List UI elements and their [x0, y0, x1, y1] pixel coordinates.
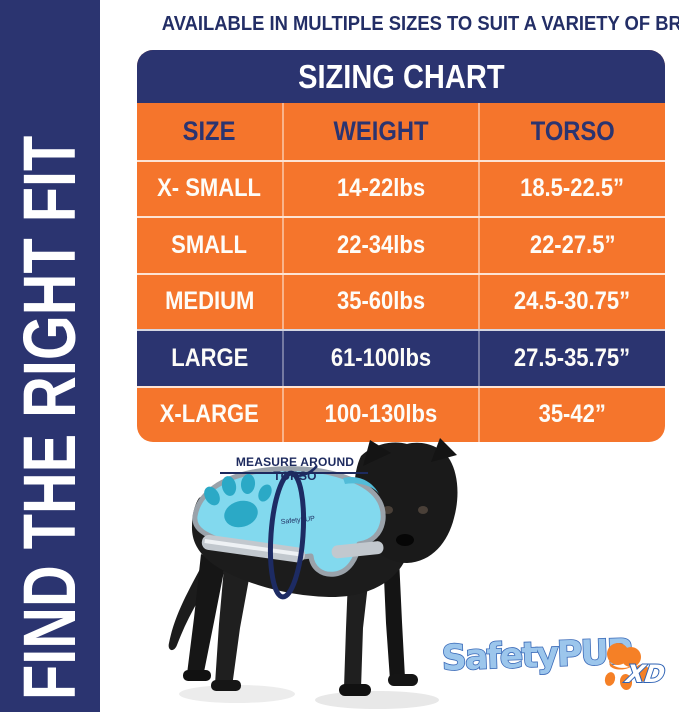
dog-ear	[431, 438, 457, 462]
cell-size: LARGE	[171, 343, 248, 372]
cell-torso: 24.5-30.75”	[478, 274, 665, 329]
cell-size: SMALL	[171, 230, 248, 259]
ground-shadow	[179, 685, 295, 703]
col-header-weight: WEIGHT	[282, 103, 478, 160]
vest-paw-print-icon	[204, 474, 272, 528]
table-row-medium: MEDIUM 35-60lbs 24.5-30.75”	[137, 272, 665, 329]
dog-ear	[363, 440, 391, 466]
logo-suffix-text: XD	[623, 660, 667, 688]
logo-paw-icon	[604, 643, 651, 690]
col-header-torso: TORSO	[478, 103, 665, 160]
table-row-large: LARGE 61-100lbs 27.5-35.75”	[137, 329, 665, 386]
table-row-small: SMALL 22-34lbs 22-27.5”	[137, 216, 665, 273]
side-banner: FIND THE RIGHT FIT	[0, 0, 100, 712]
vest-brand-text: SafetyPUP	[280, 515, 315, 526]
measure-label: MEASURE AROUND TORSO	[235, 455, 355, 483]
cell-torso: 18.5-22.5”	[478, 161, 665, 216]
brand-logo: SafetyPUP XD	[440, 628, 675, 694]
sizing-chart: SIZING CHART SIZE WEIGHT TORSO X- SMALL …	[137, 50, 665, 442]
ground-shadow	[315, 691, 439, 709]
cell-size: X- SMALL	[157, 174, 262, 203]
cell-weight: 22-34lbs	[282, 218, 478, 273]
cell-torso: 22-27.5”	[478, 218, 665, 273]
col-header-size: SIZE	[183, 115, 236, 146]
cell-size: MEDIUM	[164, 287, 255, 316]
cell-torso: 27.5-35.75”	[478, 331, 665, 386]
cell-weight: 35-60lbs	[282, 274, 478, 329]
measure-pointer-line	[289, 465, 318, 477]
headline: AVAILABLE IN MULTIPLE SIZES TO SUIT A VA…	[137, 13, 679, 36]
table-header-row: SIZE WEIGHT TORSO	[137, 103, 665, 160]
headline-text: AVAILABLE IN MULTIPLE SIZES TO SUIT A VA…	[161, 13, 679, 35]
cell-weight: 14-22lbs	[282, 161, 478, 216]
cell-weight: 61-100lbs	[282, 331, 478, 386]
side-banner-text: FIND THE RIGHT FIT	[8, 135, 91, 700]
table-row-xlarge: X-LARGE 100-130lbs 35-42”	[137, 385, 665, 442]
sizing-chart-title: SIZING CHART	[137, 50, 665, 103]
reflective-strip	[331, 541, 384, 559]
table-row-xsmall: X- SMALL 14-22lbs 18.5-22.5”	[137, 159, 665, 216]
logo-brand-text: SafetyPUP	[441, 632, 633, 679]
cell-torso: 35-42”	[478, 387, 665, 442]
dog-photo: SafetyPUP	[145, 438, 565, 712]
dog-illustration: SafetyPUP	[168, 438, 458, 709]
measure-label-underline	[220, 472, 368, 474]
sizing-chart-table: SIZE WEIGHT TORSO X- SMALL 14-22lbs 18.5…	[137, 103, 665, 442]
cell-weight: 100-130lbs	[282, 387, 478, 442]
cell-size: X-LARGE	[160, 400, 259, 429]
